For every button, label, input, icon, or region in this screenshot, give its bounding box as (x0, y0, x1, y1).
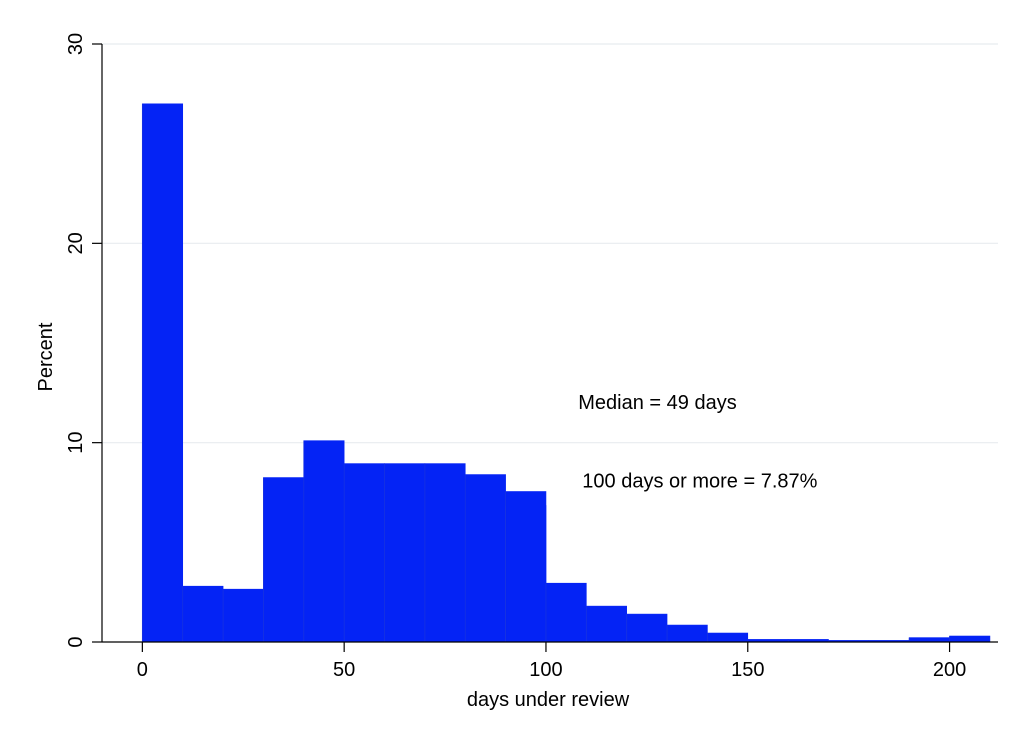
gridlines (102, 43, 998, 444)
histogram-bar (949, 635, 991, 643)
histogram-bar (182, 585, 224, 643)
x-tick-label-100: 100 (529, 659, 562, 681)
histogram-bar (586, 605, 627, 643)
histogram-bar (464, 474, 506, 643)
axes (101, 44, 998, 643)
histogram-bar (343, 463, 385, 643)
histogram-bar (142, 103, 184, 643)
histogram-bar (666, 624, 708, 643)
x-tick-label-150: 150 (731, 659, 764, 681)
x-tick-label-0: 0 (137, 659, 148, 681)
histogram-bar (424, 463, 466, 643)
x-tick-label-200: 200 (933, 659, 966, 681)
histogram-bar (545, 582, 587, 643)
x-tick-label-50: 50 (333, 659, 355, 681)
histogram-bar (263, 477, 305, 643)
histogram-bar (626, 613, 668, 643)
y-axis-title: Percent (35, 322, 57, 391)
histogram-bar (303, 440, 345, 643)
histogram-bar (707, 632, 749, 643)
ticks: 0 50 100 150 200 0 10 20 30 (65, 33, 966, 681)
histogram-bar (384, 463, 426, 643)
y-tick-label-10: 10 (65, 432, 87, 454)
y-tick-label-0: 0 (65, 636, 87, 647)
y-tick-label-20: 20 (65, 232, 87, 254)
histogram-bar (222, 588, 264, 643)
x-axis-title: days under review (467, 689, 630, 711)
histogram-bar (908, 637, 950, 643)
annotation-median: Median = 49 days (578, 392, 736, 414)
annotation-100-days: 100 days or more = 7.87% (582, 471, 817, 493)
histogram-bar (505, 491, 547, 643)
y-tick-label-30: 30 (65, 33, 87, 55)
bars (141, 103, 991, 643)
